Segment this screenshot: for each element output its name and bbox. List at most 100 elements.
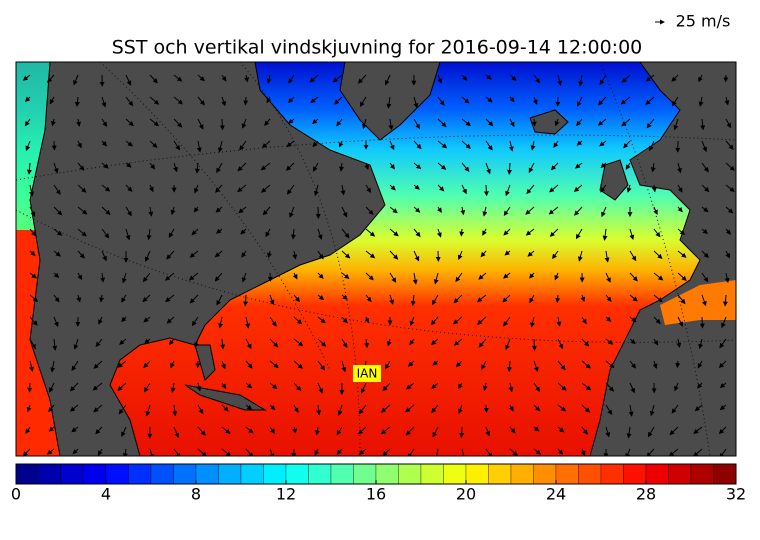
colorbar-tick-label: 4 xyxy=(101,485,111,504)
colorbar-level xyxy=(150,463,174,485)
wind-arrow xyxy=(557,382,567,391)
wind-arrow xyxy=(245,382,253,389)
wind-arrow xyxy=(76,118,82,127)
wind-arrow xyxy=(549,184,559,193)
colorbar-level xyxy=(15,463,39,485)
cuba xyxy=(184,384,267,411)
wind-arrow xyxy=(146,228,152,241)
wind-arrow xyxy=(459,426,465,439)
colorbar-level xyxy=(173,463,197,485)
colorbar-tick-label: 12 xyxy=(276,485,296,504)
wind-arrow xyxy=(197,404,204,415)
wind-arrow xyxy=(149,96,160,105)
wind-arrow xyxy=(121,426,127,438)
wind-arrow xyxy=(554,272,560,281)
wind-arrow xyxy=(576,118,583,127)
wind-arrow xyxy=(289,206,295,218)
colorbar-tick-label: 28 xyxy=(636,485,656,504)
wind-arrow xyxy=(653,294,663,303)
wind-arrow xyxy=(77,228,87,237)
wind-arrow xyxy=(117,360,127,368)
colorbar-level xyxy=(555,463,579,485)
colorbar-tick-label: 8 xyxy=(191,485,201,504)
wind-arrow xyxy=(554,118,560,127)
colorbar-level xyxy=(240,463,264,485)
wind-arrow xyxy=(623,140,631,149)
wind-arrow xyxy=(700,118,706,131)
wind-arrow xyxy=(412,272,418,285)
wind-arrow xyxy=(724,272,730,284)
wind-arrow xyxy=(651,184,657,193)
wind-arrow xyxy=(629,294,638,302)
wind-arrow xyxy=(504,250,511,256)
wind-arrow xyxy=(605,382,615,392)
wind-arrow xyxy=(338,140,344,148)
wind-arrow xyxy=(527,250,535,257)
wind-arrow xyxy=(221,404,229,412)
wind-arrow xyxy=(245,404,253,410)
wind-arrow xyxy=(312,140,319,148)
wind-arrow xyxy=(677,272,687,281)
wind-arrow xyxy=(508,404,514,412)
colorbar-level xyxy=(690,463,714,485)
wind-arrow xyxy=(288,74,295,84)
wind-arrow xyxy=(413,184,420,190)
wind-arrow xyxy=(244,74,249,83)
wind-arrow xyxy=(292,426,297,434)
wind-arrow xyxy=(221,382,227,389)
wind-arrow xyxy=(508,140,514,152)
wind-arrow xyxy=(317,360,326,371)
wind-arrow xyxy=(502,294,511,303)
wind-arrow xyxy=(509,74,517,81)
wind-arrow xyxy=(581,404,591,413)
wind-arrow xyxy=(46,448,55,455)
wind-arrow xyxy=(413,96,419,109)
colorbar-level xyxy=(83,463,107,485)
colorbar-level xyxy=(645,463,669,485)
wind-arrow xyxy=(388,118,394,131)
wind-arrow xyxy=(53,228,63,236)
wind-arrow xyxy=(173,426,180,439)
wind-arrow xyxy=(100,272,106,283)
wind-arrow xyxy=(389,140,395,151)
wind-arrow xyxy=(629,338,636,345)
wind-arrow xyxy=(309,74,319,83)
wind-arrow xyxy=(337,404,343,416)
wind-arrow xyxy=(533,426,540,432)
wind-arrow xyxy=(605,360,615,369)
wind-arrow xyxy=(437,162,447,170)
wind-arrow xyxy=(384,360,391,370)
wind-arrow xyxy=(317,272,324,279)
wind-arrow xyxy=(173,118,183,128)
wind-arrow xyxy=(221,448,232,456)
wind-arrow xyxy=(725,162,736,171)
wind-arrow xyxy=(485,162,491,175)
colorbar-level xyxy=(578,463,602,485)
wind-arrow xyxy=(71,426,79,433)
wind-arrow xyxy=(457,382,463,390)
wind-arrow xyxy=(293,294,301,303)
wind-arrow xyxy=(600,184,607,193)
wind-arrow xyxy=(573,184,583,192)
wind-arrow xyxy=(506,360,512,373)
wind-arrow xyxy=(266,74,272,84)
colorbar-level xyxy=(263,463,287,485)
colorbar-level xyxy=(195,463,219,485)
wind-arrow xyxy=(413,250,420,262)
wind-arrow xyxy=(605,294,612,303)
wind-arrow xyxy=(29,316,38,326)
wind-arrow xyxy=(597,96,607,106)
wind-arrow xyxy=(675,360,681,369)
wind-arrow xyxy=(149,140,158,148)
wind-arrow xyxy=(101,140,108,147)
wind-arrow xyxy=(149,74,158,84)
wind-arrow xyxy=(125,162,132,168)
wind-arrow xyxy=(628,404,634,417)
wind-arrow xyxy=(531,118,537,127)
wind-arrow xyxy=(386,96,392,109)
wind-arrow xyxy=(125,140,133,147)
wind-arrow xyxy=(357,74,367,84)
wind-arrow xyxy=(725,250,730,259)
wind-arrow xyxy=(389,228,399,237)
